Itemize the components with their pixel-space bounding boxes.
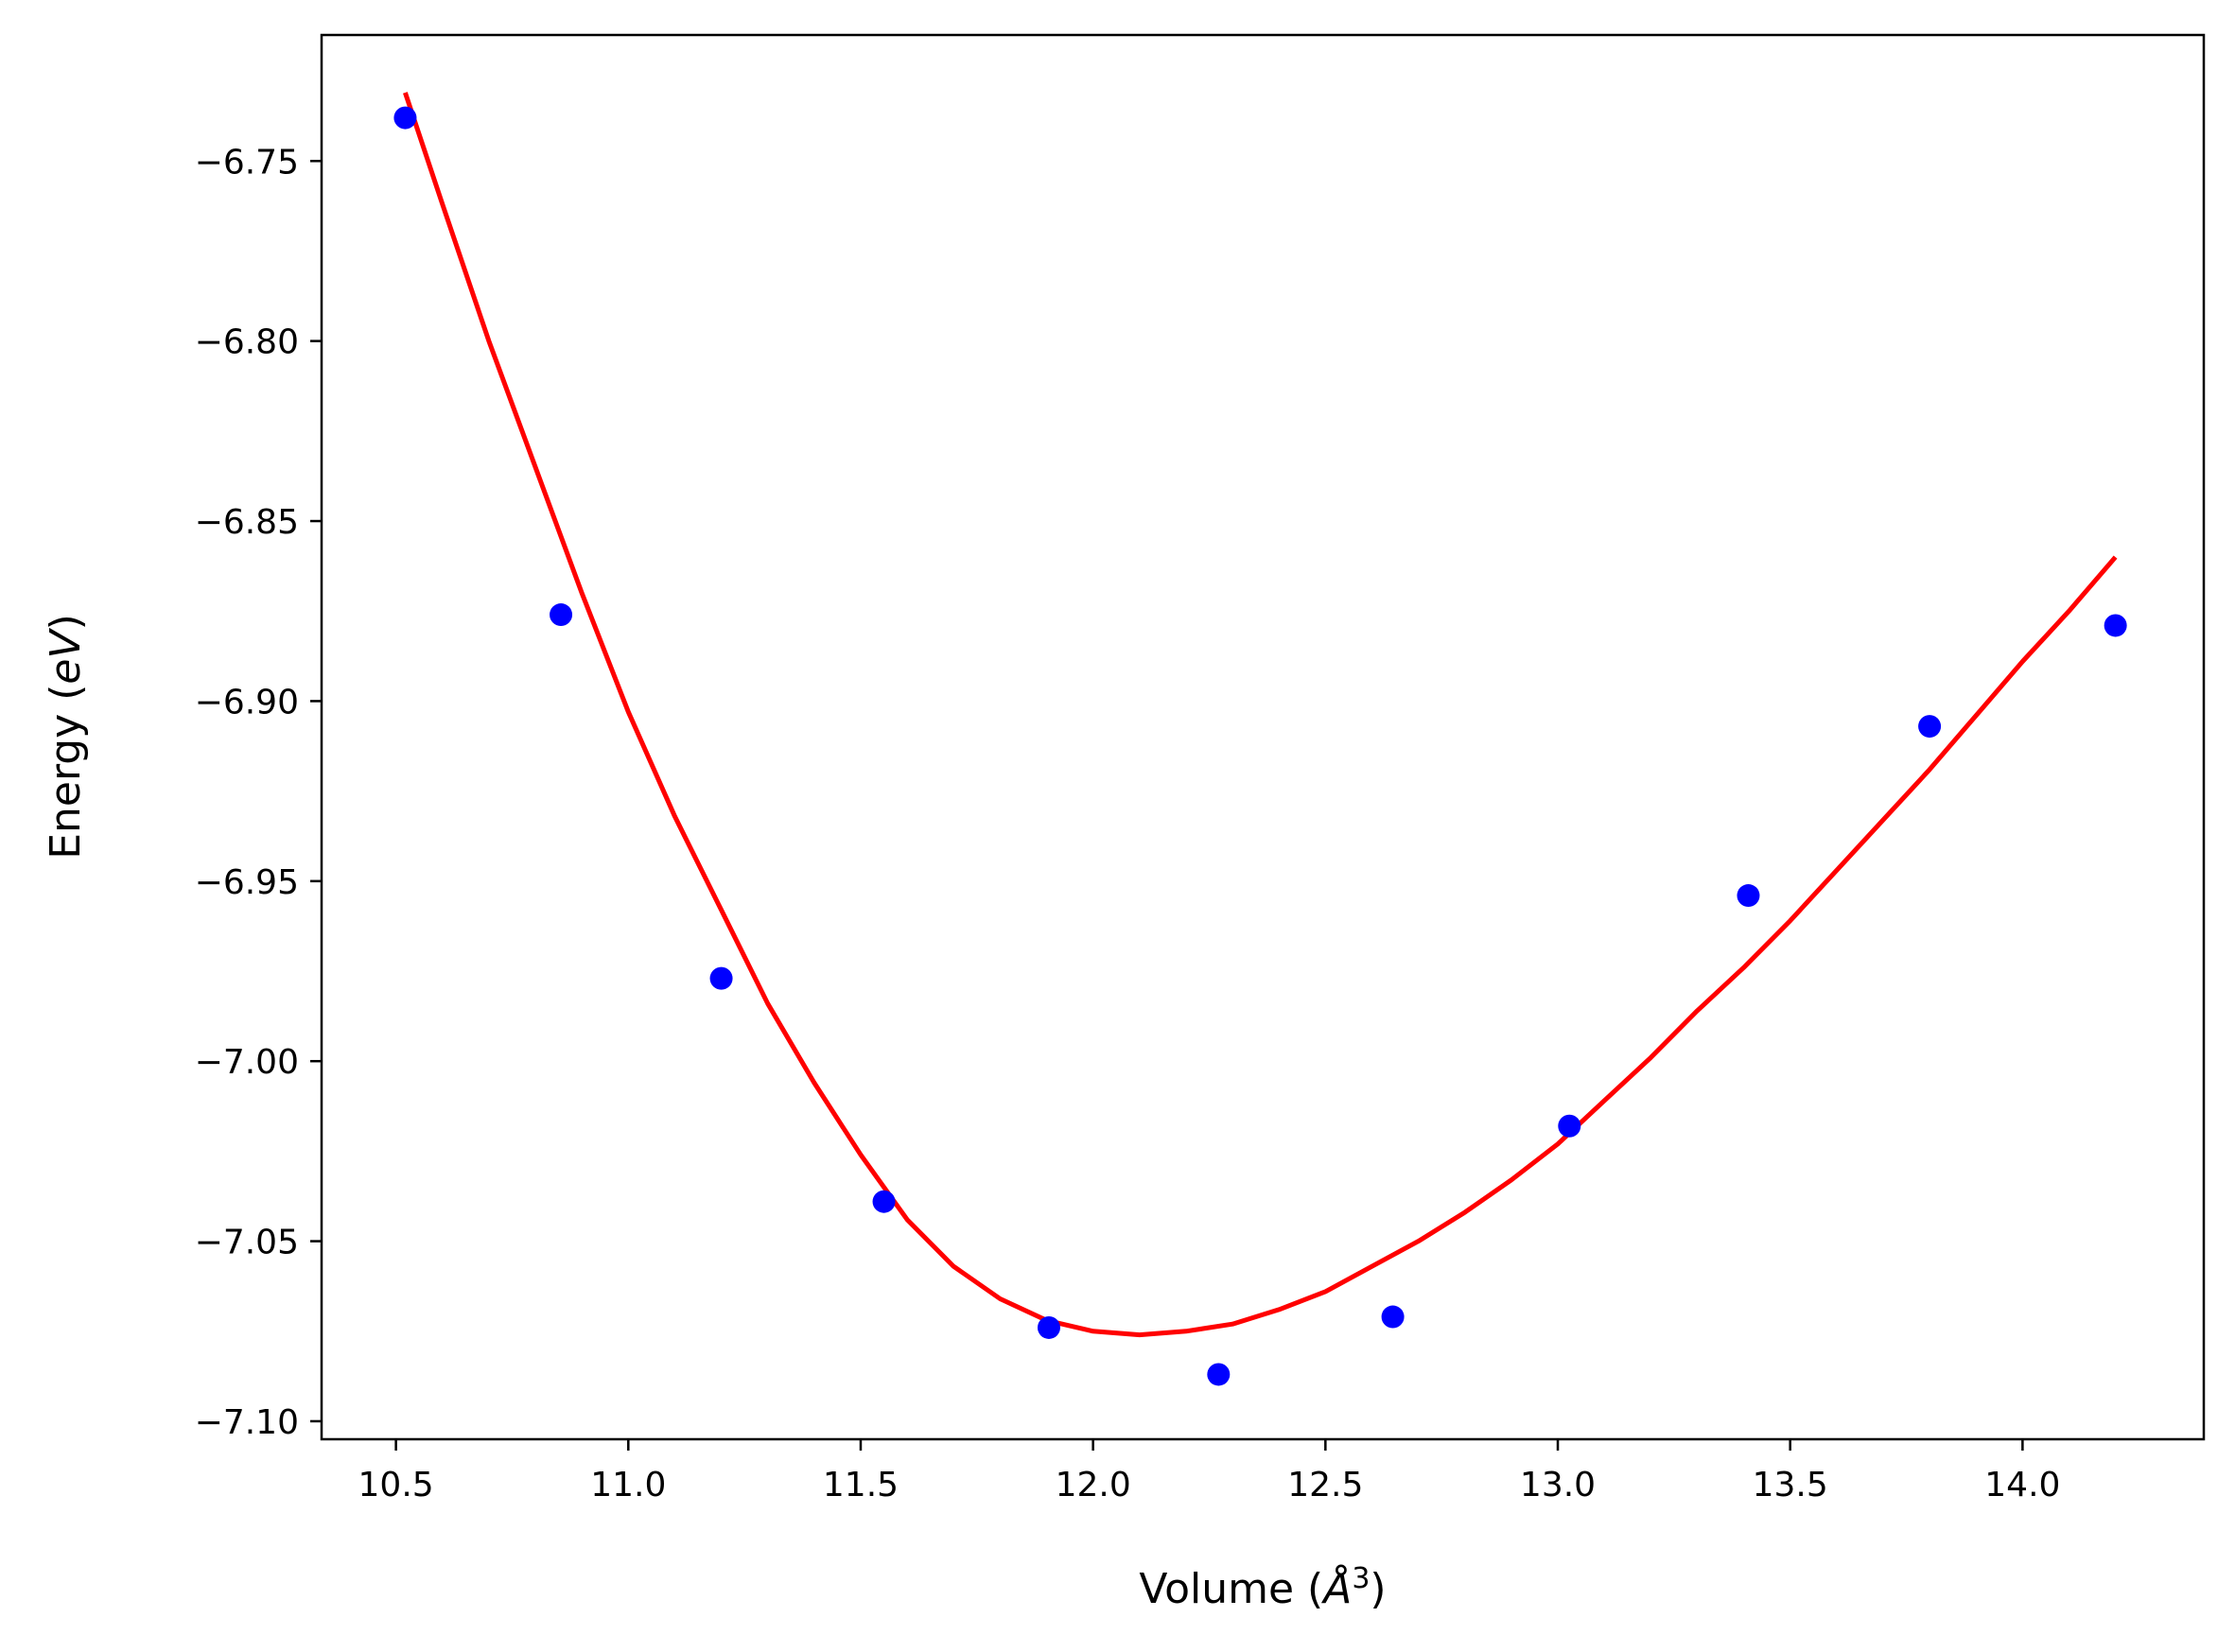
y-tick-label: −6.80 [195,323,299,362]
y-tick-label: −7.05 [195,1224,299,1262]
data-point [709,966,733,990]
x-tick-label: 10.5 [358,1466,434,1504]
data-point [550,603,573,627]
fit-line-layer [403,92,2118,1338]
data-points-layer [393,106,2127,1386]
y-tick-label: −7.10 [195,1403,299,1442]
x-tick-label: 13.0 [1520,1466,1596,1504]
y-axis-ticks: −6.75 −6.80 −6.85 −6.90 −6.95 −7.00 −7.05 −7.10 [195,143,322,1442]
x-tick-label: 14.0 [1984,1466,2060,1504]
x-axis-label: Volume (Å3) [1139,1562,1386,1613]
x-tick-label: 12.5 [1287,1466,1363,1504]
x-tick-label: 11.5 [823,1466,899,1504]
data-point [1207,1363,1231,1386]
data-point [1918,715,1942,739]
y-axis-unit: eV [42,628,90,685]
x-tick-label: 11.0 [590,1466,666,1504]
data-point [1558,1114,1581,1138]
y-tick-label: −7.00 [195,1043,299,1082]
fit-curve [403,92,2118,1338]
x-axis-unit-symbol: Å [1320,1563,1352,1613]
y-tick-label: −6.75 [195,143,299,182]
data-point [1737,884,1760,908]
data-point [1037,1315,1060,1339]
data-point [872,1190,896,1213]
x-axis-ticks: 10.5 11.0 11.5 12.0 12.5 13.0 13.5 14.0 [358,1439,2060,1504]
data-point [1381,1305,1405,1329]
data-point [393,106,417,130]
x-axis-unit-exponent: 3 [1352,1562,1370,1595]
y-tick-label: −6.90 [195,683,299,722]
y-tick-label: −6.85 [195,503,299,542]
y-tick-label: −6.95 [195,863,299,902]
x-tick-label: 12.0 [1056,1466,1131,1504]
plot-frame [320,33,2206,1441]
y-axis-label: Energy (eV) [42,614,90,860]
data-point [2104,614,2127,637]
x-tick-label: 13.5 [1753,1466,1828,1504]
